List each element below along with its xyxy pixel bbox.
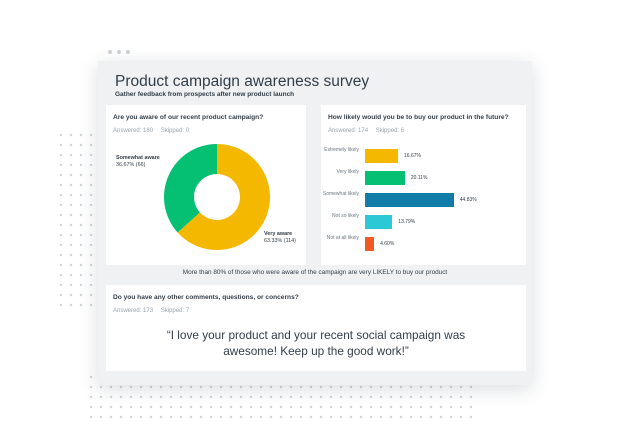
survey-subtitle: Gather feedback from prospects after new… [115, 91, 295, 98]
survey-window: Product campaign awareness survey Gather… [98, 61, 532, 385]
bar-category-label: Somewhat likely [322, 191, 359, 197]
window-dot [117, 50, 121, 54]
pie-label-value: 36.67% (66) [116, 162, 146, 168]
bar-category-label: Extremely likely [324, 147, 359, 153]
answered-count: Answered: 174 [328, 128, 369, 134]
bar-value-label: 20.11% [410, 175, 428, 181]
bar-category-label: Not at all likely [326, 235, 359, 241]
skipped-count: Skipped: 7 [160, 308, 190, 314]
pie-label-somewhat-aware: Somewhat aware 36.67% (66) [116, 155, 160, 169]
survey-title: Product campaign awareness survey [115, 73, 370, 90]
answered-count: Answered: 173 [113, 308, 154, 314]
question-title: How likely would you be to buy our produ… [328, 114, 509, 121]
bar-somewhat-likely[interactable] [365, 193, 454, 207]
window-controls [108, 50, 130, 54]
bar-value-label: 4.60% [380, 241, 395, 247]
pie-label-value: 63.33% (114) [264, 238, 296, 244]
bar-not-at-all-likely[interactable] [365, 237, 375, 251]
pie-label-name: Somewhat aware [116, 155, 160, 161]
question-title: Are you aware of our recent product camp… [113, 114, 264, 121]
question-response-stats: Answered: 173 Skipped: 7 [113, 308, 189, 314]
pie-label-name: Very aware [264, 231, 293, 237]
question-response-stats: Answered: 180 Skipped: 0 [113, 128, 189, 134]
quote-line: “I love your product and your recent soc… [166, 328, 466, 342]
bar-category-label: Very likely [336, 169, 359, 175]
skipped-count: Skipped: 6 [375, 128, 405, 134]
answered-count: Answered: 180 [113, 128, 154, 134]
window-dot [126, 50, 130, 54]
bar-value-label: 16.67% [404, 153, 421, 159]
question-response-stats: Answered: 174 Skipped: 6 [328, 128, 404, 134]
awareness-question-card[interactable]: Are you aware of our recent product camp… [106, 105, 306, 265]
window-dot [108, 50, 112, 54]
featured-comment-quote: “I love your product and your recent soc… [106, 327, 526, 359]
bar-extremely-likely[interactable] [365, 149, 398, 163]
pie-slice-very-aware[interactable] [177, 144, 270, 250]
pie-label-very-aware: Very aware 63.33% (114) [264, 231, 296, 245]
awareness-donut-chart[interactable] [162, 142, 272, 252]
bar-category-label: Not so likely [332, 213, 359, 219]
survey-insight: More than 80% of those who were aware of… [182, 269, 448, 276]
bar-value-label: 13.79% [398, 219, 416, 225]
skipped-count: Skipped: 0 [160, 128, 190, 134]
likelihood-question-card[interactable]: How likely would you be to buy our produ… [321, 105, 526, 265]
bar-value-label: 44.83% [459, 197, 477, 203]
decorative-dot-grid-left [56, 130, 98, 310]
bar-not-so-likely[interactable] [365, 215, 393, 229]
quote-line: awesome! Keep up the good work!” [223, 344, 409, 358]
bar-very-likely[interactable] [365, 171, 405, 185]
question-title: Do you have any other comments, question… [113, 294, 299, 301]
pie-slice-somewhat-aware[interactable] [164, 144, 217, 233]
comments-question-card[interactable]: Do you have any other comments, question… [106, 285, 526, 371]
likelihood-bar-chart: Extremely likely 16.67% Very likely 20.11% S… [321, 105, 526, 265]
